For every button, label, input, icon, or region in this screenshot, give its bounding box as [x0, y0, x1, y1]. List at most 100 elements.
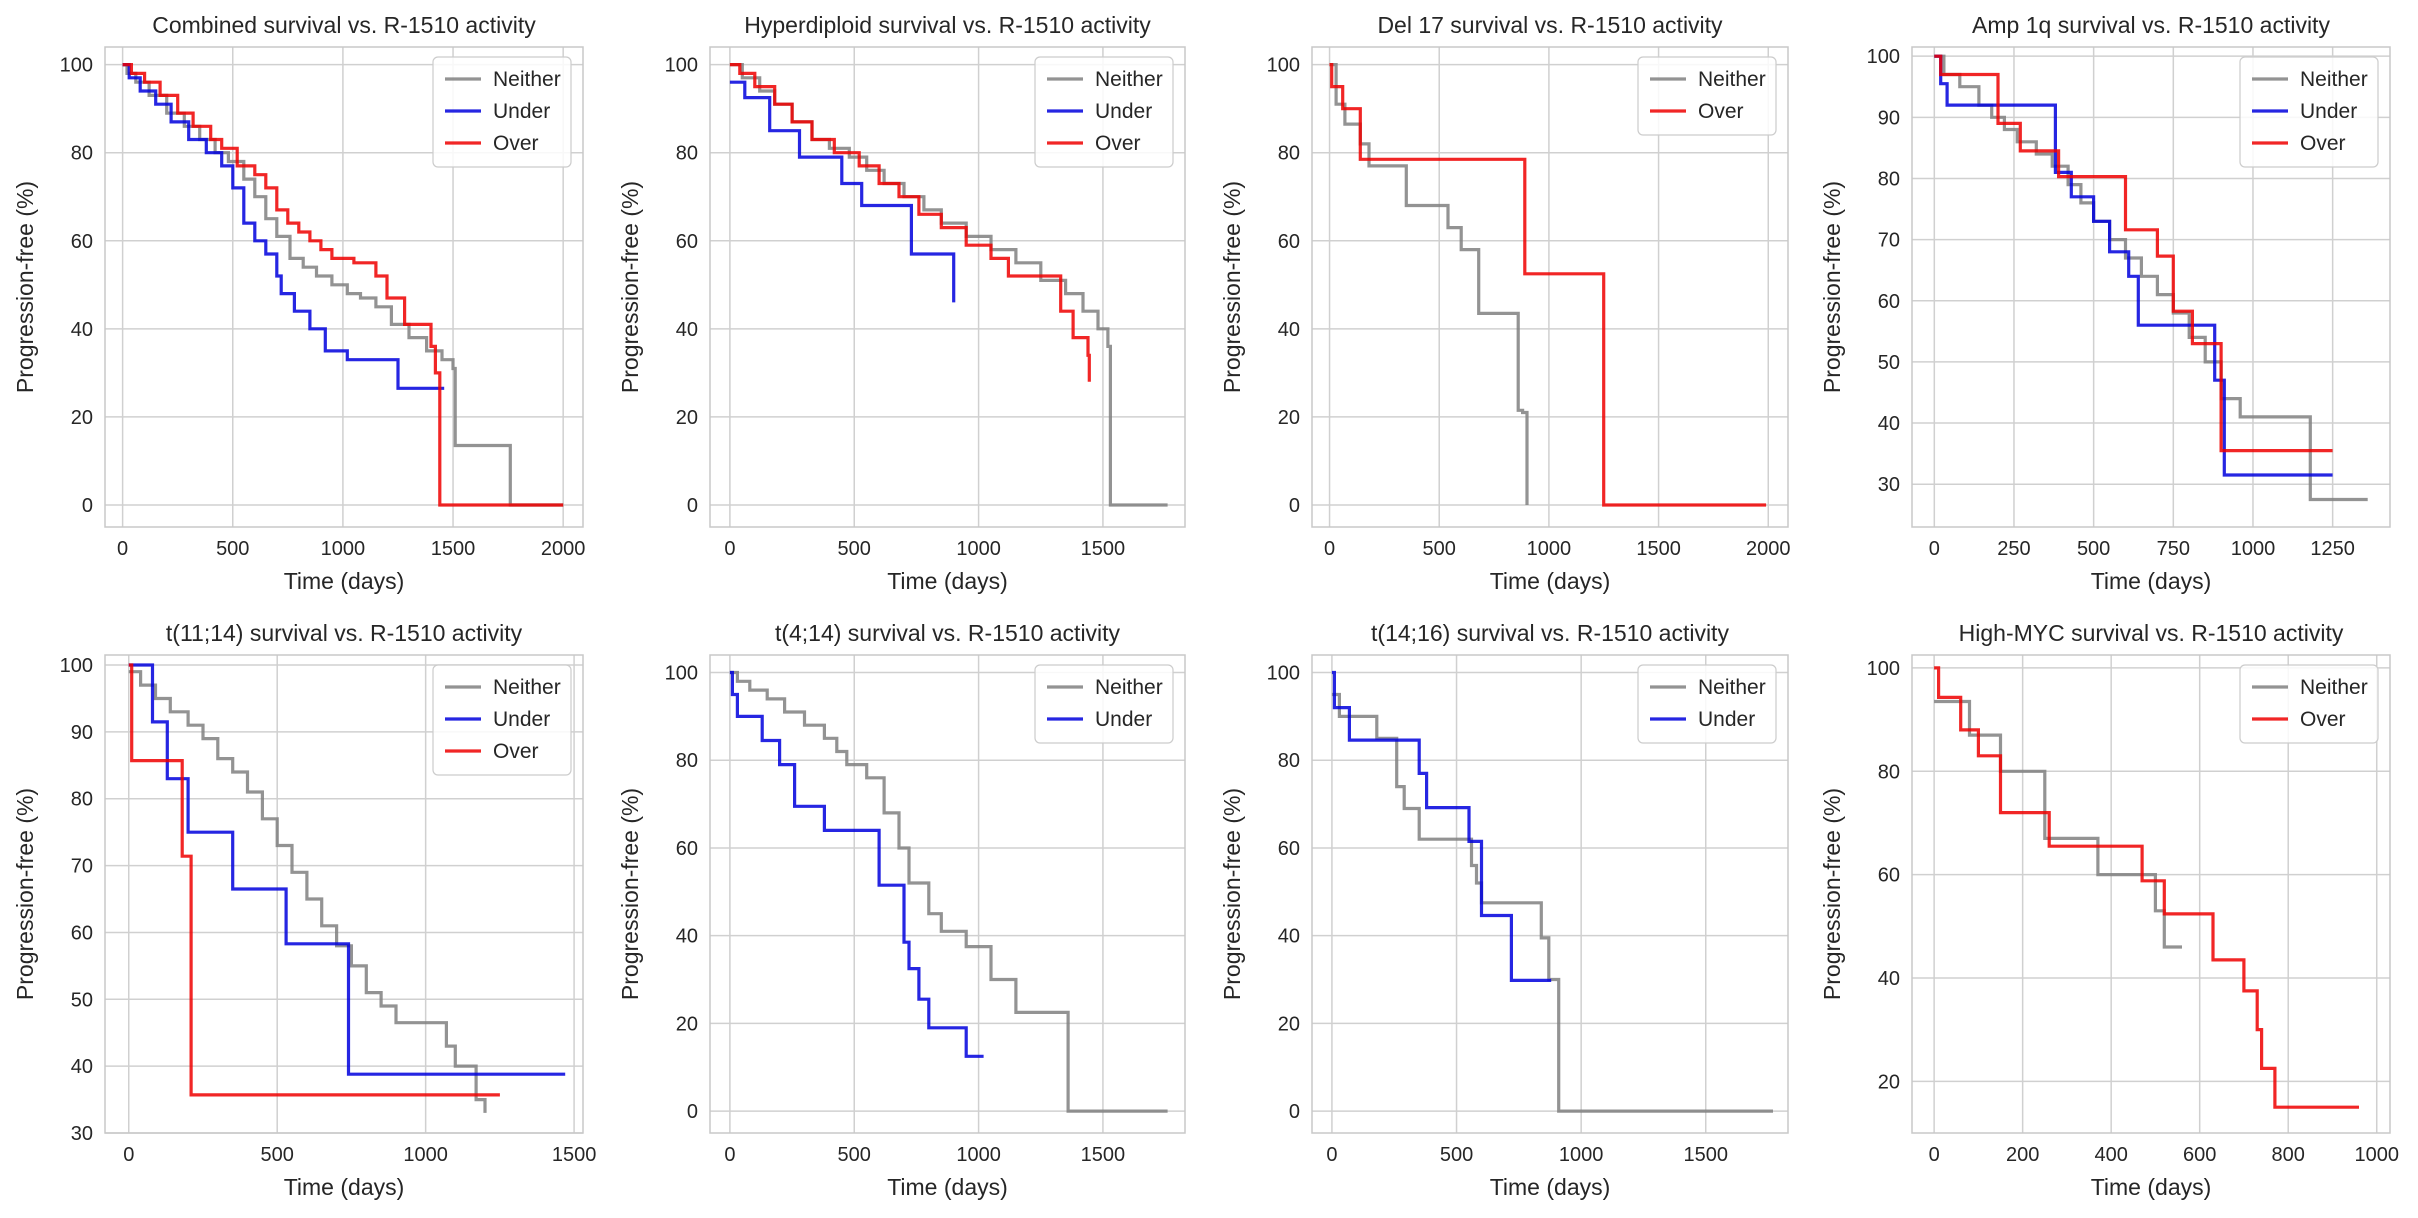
- chart-panel-3: 0 500 1000 1500 2000 0 20 40 60 80 100 Del 17 survi…: [1219, 12, 1791, 594]
- y-tick-label: 40: [676, 926, 698, 948]
- y-tick-label: 80: [676, 750, 698, 772]
- y-tick-label: 100: [1867, 46, 1900, 68]
- x-tick-label: 500: [838, 538, 871, 560]
- chart-panel-7: 0 500 1000 1500 0 20 40 60 80 100 t(14;16) surviva…: [1219, 620, 1789, 1200]
- legend-label-under: Under: [1095, 708, 1152, 731]
- y-tick-label: 100: [1267, 55, 1300, 77]
- y-tick-label: 100: [1867, 658, 1900, 680]
- chart-panel-2: 0 500 1000 1500 0 20 40 60 80 100 Hyperdiploid sur…: [617, 12, 1186, 594]
- y-tick-label: 0: [1289, 1101, 1300, 1123]
- y-tick-label: 60: [1878, 291, 1900, 313]
- legend-label-under: Under: [2300, 100, 2357, 123]
- y-tick-label: 100: [665, 55, 698, 77]
- y-tick-label: 0: [687, 495, 698, 517]
- series-line-under: [1934, 54, 2333, 477]
- chart-panel-5: 0 500 1000 1500 30 40 50 60 70 80 90 100 t(11;14) su…: [12, 620, 596, 1200]
- x-axis-label: Time (days): [2091, 568, 2212, 594]
- chart-title: Amp 1q survival vs. R-1510 activity: [1972, 12, 2330, 38]
- chart-panel-8: 0 200 400 600 800 1000 20 40 60 80 100 High-MYC sur…: [1819, 620, 2399, 1200]
- legend-box: [1034, 664, 1174, 744]
- y-axis-label: Progression-free (%): [617, 181, 643, 393]
- legend-label-neither: Neither: [2300, 676, 2368, 699]
- y-tick-label: 20: [676, 1013, 698, 1035]
- y-tick-label: 100: [60, 55, 93, 77]
- x-tick-label: 2000: [541, 538, 586, 560]
- y-tick-label: 50: [1878, 352, 1900, 374]
- y-tick-label: 80: [676, 143, 698, 165]
- series-line-neither: [128, 670, 487, 1113]
- legend-label-under: Under: [1095, 100, 1152, 123]
- series-line-under: [729, 670, 984, 1058]
- series-line-under: [1331, 670, 1552, 982]
- x-tick-label: 250: [1997, 538, 2030, 560]
- axes-frame: [1311, 654, 1789, 1134]
- legend-label-over: Over: [1698, 100, 1744, 123]
- y-tick-label: 60: [676, 231, 698, 253]
- x-tick-label: 1000: [1527, 538, 1572, 560]
- x-tick-label: 0: [117, 538, 128, 560]
- x-tick-label: 1500: [1081, 538, 1126, 560]
- y-axis-label: Progression-free (%): [1819, 788, 1845, 1000]
- x-tick-label: 1000: [956, 538, 1001, 560]
- legend-box: [2239, 664, 2379, 744]
- y-tick-label: 100: [1267, 663, 1300, 685]
- x-tick-label: 1500: [1081, 1144, 1126, 1166]
- chart-title: Hyperdiploid survival vs. R-1510 activit…: [744, 12, 1151, 38]
- chart-title: Del 17 survival vs. R-1510 activity: [1377, 12, 1723, 38]
- x-tick-label: 0: [123, 1144, 134, 1166]
- axes-frame: [104, 654, 584, 1134]
- x-tick-label: 0: [1324, 538, 1335, 560]
- series-line-under: [729, 80, 956, 303]
- x-tick-label: 500: [1440, 1144, 1473, 1166]
- x-tick-label: 200: [2006, 1144, 2039, 1166]
- x-axis-label: Time (days): [284, 1174, 405, 1200]
- y-axis-label: Progression-free (%): [12, 181, 38, 393]
- chart-title: t(11;14) survival vs. R-1510 activity: [166, 620, 523, 646]
- y-tick-label: 80: [1878, 168, 1900, 190]
- x-axis-label: Time (days): [1490, 1174, 1611, 1200]
- x-tick-label: 500: [216, 538, 249, 560]
- x-tick-label: 0: [724, 538, 735, 560]
- x-tick-label: 600: [2183, 1144, 2216, 1166]
- y-tick-label: 80: [1878, 761, 1900, 783]
- x-tick-label: 1000: [403, 1144, 448, 1166]
- x-axis-label: Time (days): [887, 1174, 1008, 1200]
- x-tick-label: 1000: [2354, 1144, 2399, 1166]
- x-tick-label: 1000: [321, 538, 366, 560]
- x-tick-label: 0: [1929, 1144, 1940, 1166]
- x-tick-label: 1500: [1684, 1144, 1729, 1166]
- legend-label-over: Over: [2300, 708, 2346, 731]
- x-tick-label: 1250: [2310, 538, 2355, 560]
- chart-panel-4: 0 250 500 750 1000 1250 30 40 50 60 70 80 90 100 Amp 1…: [1819, 12, 2391, 594]
- legend-box: [1637, 664, 1777, 744]
- legend-label-under: Under: [1698, 708, 1755, 731]
- y-tick-label: 60: [71, 231, 93, 253]
- legend-label-over: Over: [493, 740, 539, 763]
- legend-label-neither: Neither: [493, 68, 561, 91]
- chart-title: t(14;16) survival vs. R-1510 activity: [1371, 620, 1729, 646]
- y-tick-label: 40: [71, 1056, 93, 1078]
- x-tick-label: 500: [2077, 538, 2110, 560]
- x-tick-label: 0: [1326, 1144, 1337, 1166]
- series-line-neither: [1934, 699, 2182, 949]
- x-tick-label: 800: [2272, 1144, 2305, 1166]
- y-tick-label: 100: [665, 663, 698, 685]
- series-line-over: [1329, 62, 1767, 507]
- x-tick-label: 500: [838, 1144, 871, 1166]
- legend-label-under: Under: [493, 100, 550, 123]
- y-axis-label: Progression-free (%): [1219, 788, 1245, 1000]
- axes-frame: [104, 46, 584, 528]
- y-tick-label: 40: [1878, 968, 1900, 990]
- y-tick-label: 80: [1278, 750, 1300, 772]
- y-tick-label: 20: [71, 407, 93, 429]
- y-tick-label: 90: [71, 722, 93, 744]
- legend-box: [1637, 56, 1777, 136]
- axes-frame: [1911, 46, 2391, 528]
- y-tick-label: 60: [71, 922, 93, 944]
- x-tick-label: 1500: [431, 538, 476, 560]
- y-tick-label: 0: [687, 1101, 698, 1123]
- legend-box: [432, 56, 572, 168]
- x-tick-label: 1000: [1559, 1144, 1604, 1166]
- series-line-under: [128, 663, 566, 1076]
- axes-frame: [709, 46, 1186, 528]
